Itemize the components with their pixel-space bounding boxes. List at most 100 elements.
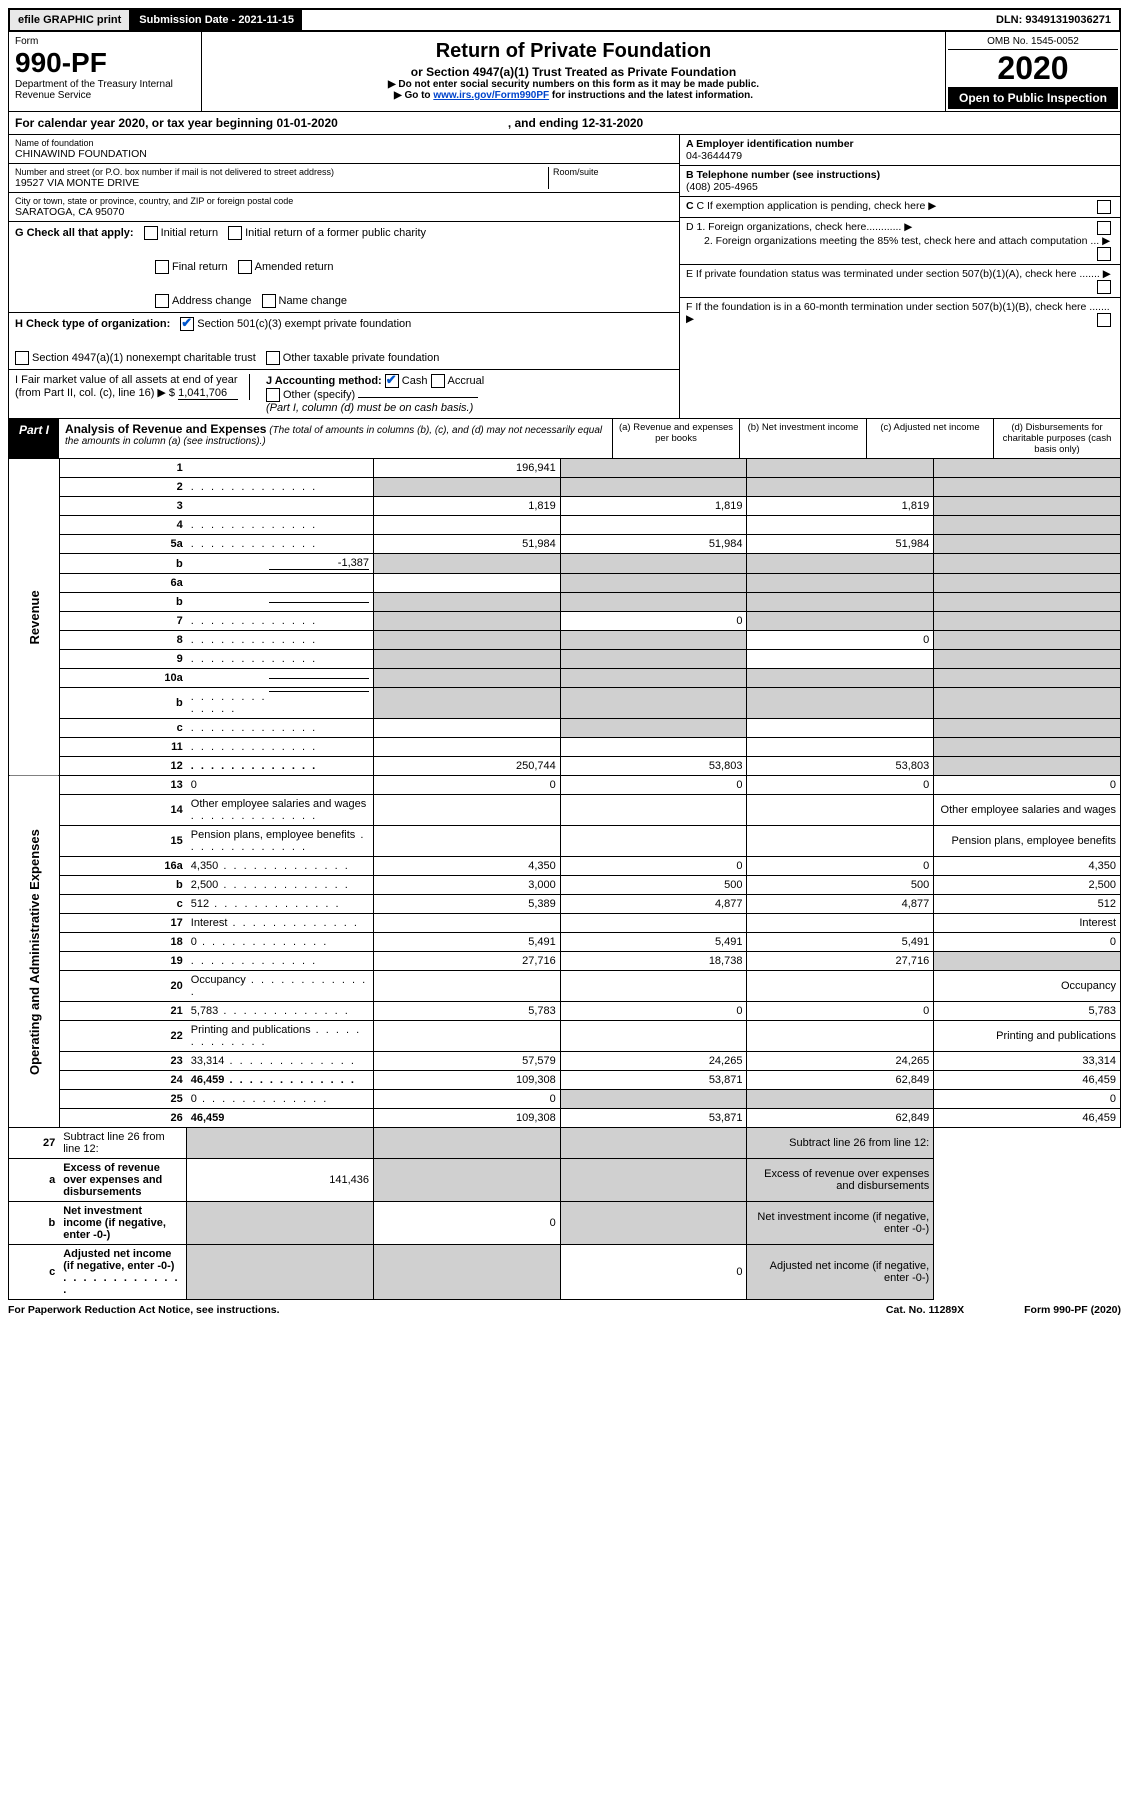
- row-num: 13: [59, 776, 187, 795]
- check-other-tax[interactable]: [266, 351, 280, 365]
- cell-b: [560, 1090, 747, 1109]
- cell-c: [747, 516, 934, 535]
- cell-a: [374, 554, 561, 574]
- cell-a: 5,491: [374, 933, 561, 952]
- check-501c3[interactable]: [180, 317, 194, 331]
- row-num: 7: [59, 612, 187, 631]
- check-e[interactable]: [1097, 280, 1111, 294]
- check-d1[interactable]: [1097, 221, 1111, 235]
- cell-d: Occupancy: [934, 971, 1121, 1002]
- other-blank: [358, 397, 478, 398]
- form-subtitle: or Section 4947(a)(1) Trust Treated as P…: [208, 65, 939, 79]
- row-desc: [187, 593, 374, 612]
- cell-d: 33,314: [934, 1052, 1121, 1071]
- check-f[interactable]: [1097, 313, 1111, 327]
- row-num: 5a: [59, 535, 187, 554]
- check-other[interactable]: [266, 388, 280, 402]
- check-former[interactable]: [228, 226, 242, 240]
- irs-link[interactable]: www.irs.gov/Form990PF: [433, 90, 549, 101]
- check-address[interactable]: [155, 294, 169, 308]
- cell-d: [934, 631, 1121, 650]
- check-c[interactable]: [1097, 200, 1111, 214]
- cell-c: 24,265: [747, 1052, 934, 1071]
- cell-b: [560, 459, 747, 478]
- cell-b: [374, 1245, 561, 1300]
- row-desc: Printing and publications: [187, 1021, 374, 1052]
- cell-d: Net investment income (if negative, ente…: [747, 1202, 934, 1245]
- row-num: 20: [59, 971, 187, 1002]
- cell-d: Pension plans, employee benefits: [934, 826, 1121, 857]
- cell-b: [374, 1128, 561, 1159]
- row-desc: Pension plans, employee benefits: [187, 826, 374, 857]
- row-num: 10a: [59, 669, 187, 688]
- check-accrual[interactable]: [431, 374, 445, 388]
- opt-other-tax: Other taxable private foundation: [283, 352, 440, 364]
- opt-initial: Initial return: [161, 227, 218, 239]
- row-desc: [187, 612, 374, 631]
- row-desc: [187, 650, 374, 669]
- note-link: ▶ Go to www.irs.gov/Form990PF for instru…: [208, 90, 939, 101]
- cell-b: 18,738: [560, 952, 747, 971]
- row-desc: [187, 669, 374, 688]
- row-num: 1: [59, 459, 187, 478]
- cell-c: [747, 612, 934, 631]
- cell-b: [560, 574, 747, 593]
- cell-a: [374, 669, 561, 688]
- cell-c: 0: [560, 1245, 747, 1300]
- cell-a: [374, 1021, 561, 1052]
- row-desc: [187, 688, 374, 719]
- check-amended[interactable]: [238, 260, 252, 274]
- cell-b: 53,803: [560, 757, 747, 776]
- cell-a: 109,308: [374, 1109, 561, 1128]
- cell-a: 51,984: [374, 535, 561, 554]
- cell-b: [560, 738, 747, 757]
- cell-a: 1,819: [374, 497, 561, 516]
- cell-a: [374, 574, 561, 593]
- cell-b: 1,819: [560, 497, 747, 516]
- cell-a: [374, 826, 561, 857]
- phone-label: B Telephone number (see instructions): [686, 169, 880, 181]
- check-initial[interactable]: [144, 226, 158, 240]
- c-text: C If exemption application is pending, c…: [697, 200, 926, 212]
- check-name[interactable]: [262, 294, 276, 308]
- cell-b: [560, 914, 747, 933]
- row-desc: [187, 719, 374, 738]
- cell-b: 500: [560, 876, 747, 895]
- form-number: 990-PF: [15, 47, 195, 79]
- row-desc: 5,783: [187, 1002, 374, 1021]
- top-bar: efile GRAPHIC print Submission Date - 20…: [8, 8, 1121, 32]
- row-num: 12: [59, 757, 187, 776]
- row-num: 21: [59, 1002, 187, 1021]
- row-desc: 0: [187, 1090, 374, 1109]
- cell-d: Other employee salaries and wages: [934, 795, 1121, 826]
- row-desc: 46,459: [187, 1109, 374, 1128]
- cell-d: [934, 738, 1121, 757]
- cell-a: 0: [374, 1090, 561, 1109]
- cell-c: 62,849: [747, 1071, 934, 1090]
- cell-b: 0: [560, 1002, 747, 1021]
- row-num: 24: [59, 1071, 187, 1090]
- row-desc: [187, 478, 374, 497]
- form-header: Form 990-PF Department of the Treasury I…: [8, 32, 1121, 112]
- footer-right: Form 990-PF (2020): [1024, 1304, 1121, 1316]
- cell-a: [374, 914, 561, 933]
- cell-d: 2,500: [934, 876, 1121, 895]
- row-num: 27: [9, 1128, 60, 1159]
- row-desc: Interest: [187, 914, 374, 933]
- check-final[interactable]: [155, 260, 169, 274]
- cell-b: [560, 795, 747, 826]
- addr-cell: Number and street (or P.O. box number if…: [9, 164, 679, 193]
- f-text: F If the foundation is in a 60-month ter…: [686, 301, 1110, 313]
- efile-button[interactable]: efile GRAPHIC print: [10, 10, 131, 30]
- cell-d: [934, 554, 1121, 574]
- footer: For Paperwork Reduction Act Notice, see …: [8, 1300, 1121, 1316]
- cell-c: [747, 478, 934, 497]
- cell-a: [374, 688, 561, 719]
- row-desc: 33,314: [187, 1052, 374, 1071]
- ij-row: I Fair market value of all assets at end…: [9, 370, 679, 418]
- check-cash[interactable]: [385, 374, 399, 388]
- city: SARATOGA, CA 95070: [15, 206, 673, 218]
- cell-b: [560, 826, 747, 857]
- check-d2[interactable]: [1097, 247, 1111, 261]
- check-4947[interactable]: [15, 351, 29, 365]
